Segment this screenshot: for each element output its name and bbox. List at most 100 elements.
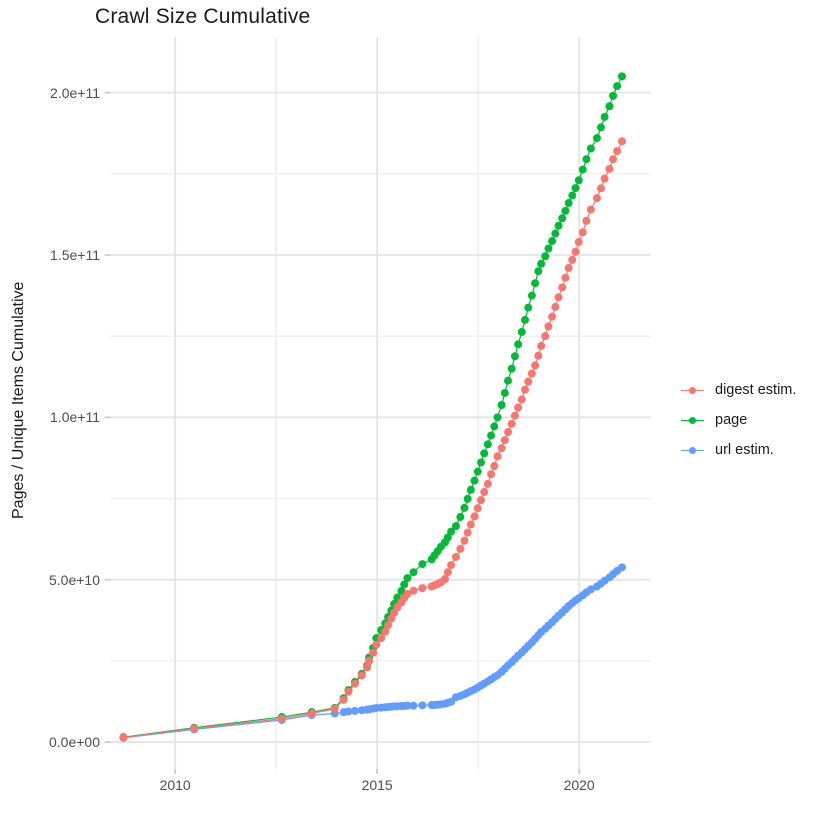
data-point bbox=[527, 291, 536, 300]
chart-title: Crawl Size Cumulative bbox=[95, 5, 311, 28]
data-point bbox=[119, 733, 128, 742]
data-point bbox=[586, 585, 595, 594]
data-point bbox=[500, 436, 509, 445]
data-point bbox=[400, 580, 409, 589]
data-point bbox=[381, 627, 390, 636]
data-point bbox=[582, 216, 591, 225]
data-point bbox=[507, 419, 516, 428]
data-point bbox=[480, 488, 489, 497]
data-point bbox=[365, 656, 374, 665]
data-point bbox=[451, 522, 460, 531]
data-point bbox=[490, 462, 499, 471]
data-point bbox=[307, 709, 316, 718]
data-point bbox=[524, 303, 533, 312]
data-point bbox=[521, 385, 530, 394]
data-point bbox=[463, 528, 472, 537]
data-point bbox=[460, 503, 469, 512]
data-point bbox=[483, 479, 492, 488]
data-point bbox=[470, 512, 479, 521]
data-point bbox=[596, 184, 605, 193]
data-point bbox=[344, 687, 353, 696]
data-point bbox=[409, 586, 418, 595]
data-point bbox=[561, 206, 570, 215]
data-point bbox=[357, 671, 366, 680]
legend-item-page: page bbox=[681, 405, 821, 435]
data-point bbox=[574, 237, 583, 246]
data-point bbox=[463, 494, 472, 503]
data-point bbox=[409, 568, 418, 577]
data-point bbox=[384, 621, 393, 630]
data-point bbox=[487, 470, 496, 479]
data-point bbox=[613, 147, 622, 156]
data-point bbox=[517, 327, 526, 336]
data-point bbox=[564, 263, 573, 272]
y-tick-label: 5.0e+10 bbox=[49, 571, 100, 588]
data-point bbox=[605, 102, 614, 111]
data-point bbox=[339, 695, 348, 704]
y-tick-label: 0.0e+00 bbox=[49, 734, 100, 751]
series-url-estim bbox=[119, 563, 626, 742]
data-point bbox=[574, 176, 583, 185]
data-point bbox=[277, 714, 286, 723]
data-point bbox=[544, 244, 553, 253]
data-point bbox=[350, 706, 359, 715]
data-point bbox=[487, 431, 496, 440]
data-point bbox=[497, 400, 506, 409]
data-point bbox=[617, 563, 626, 572]
y-tick-label: 1.5e+11 bbox=[50, 246, 100, 263]
data-point bbox=[451, 552, 460, 561]
data-point bbox=[544, 322, 553, 331]
data-point bbox=[554, 221, 563, 230]
data-point bbox=[377, 634, 386, 643]
data-point bbox=[456, 513, 465, 522]
legend-key-icon bbox=[681, 445, 704, 455]
data-point bbox=[564, 199, 573, 208]
y-tick-label: 1.0e+11 bbox=[50, 409, 100, 426]
series-page bbox=[119, 72, 626, 742]
data-point bbox=[537, 341, 546, 350]
data-point bbox=[460, 536, 469, 545]
data-point bbox=[470, 476, 479, 485]
data-point bbox=[534, 351, 543, 360]
legend-item-digest-estim: digest estim. bbox=[681, 375, 821, 405]
data-point bbox=[397, 587, 406, 596]
legend-key-icon bbox=[681, 415, 704, 425]
data-point bbox=[609, 155, 618, 164]
data-point bbox=[476, 458, 485, 467]
data-point bbox=[592, 134, 601, 143]
data-point bbox=[473, 467, 482, 476]
data-point bbox=[586, 205, 595, 214]
data-point bbox=[582, 155, 591, 164]
data-point bbox=[600, 112, 609, 121]
data-point bbox=[476, 496, 485, 505]
data-point bbox=[609, 91, 618, 100]
data-point bbox=[447, 527, 456, 536]
y-tick-label: 2.0e+11 bbox=[50, 84, 100, 101]
legend-label: digest estim. bbox=[715, 382, 797, 398]
data-point bbox=[403, 574, 412, 583]
legend-item-url-estim: url estim. bbox=[681, 435, 821, 465]
data-point bbox=[443, 568, 452, 577]
data-point bbox=[510, 352, 519, 361]
data-point bbox=[409, 701, 418, 710]
data-point bbox=[517, 395, 526, 404]
x-tick-label: 2015 bbox=[361, 777, 393, 793]
data-point bbox=[418, 560, 427, 569]
data-point bbox=[605, 164, 614, 173]
data-point bbox=[613, 82, 622, 91]
data-point bbox=[578, 165, 587, 174]
data-point bbox=[507, 364, 516, 373]
data-point bbox=[558, 214, 567, 223]
data-point bbox=[504, 376, 513, 385]
data-point bbox=[443, 533, 452, 542]
data-point bbox=[350, 679, 359, 688]
data-point bbox=[369, 648, 378, 657]
data-point bbox=[473, 504, 482, 513]
data-point bbox=[537, 259, 546, 268]
data-point bbox=[418, 701, 427, 710]
data-point bbox=[480, 449, 489, 458]
data-point bbox=[403, 701, 412, 710]
data-point bbox=[466, 485, 475, 494]
data-point bbox=[493, 413, 502, 422]
